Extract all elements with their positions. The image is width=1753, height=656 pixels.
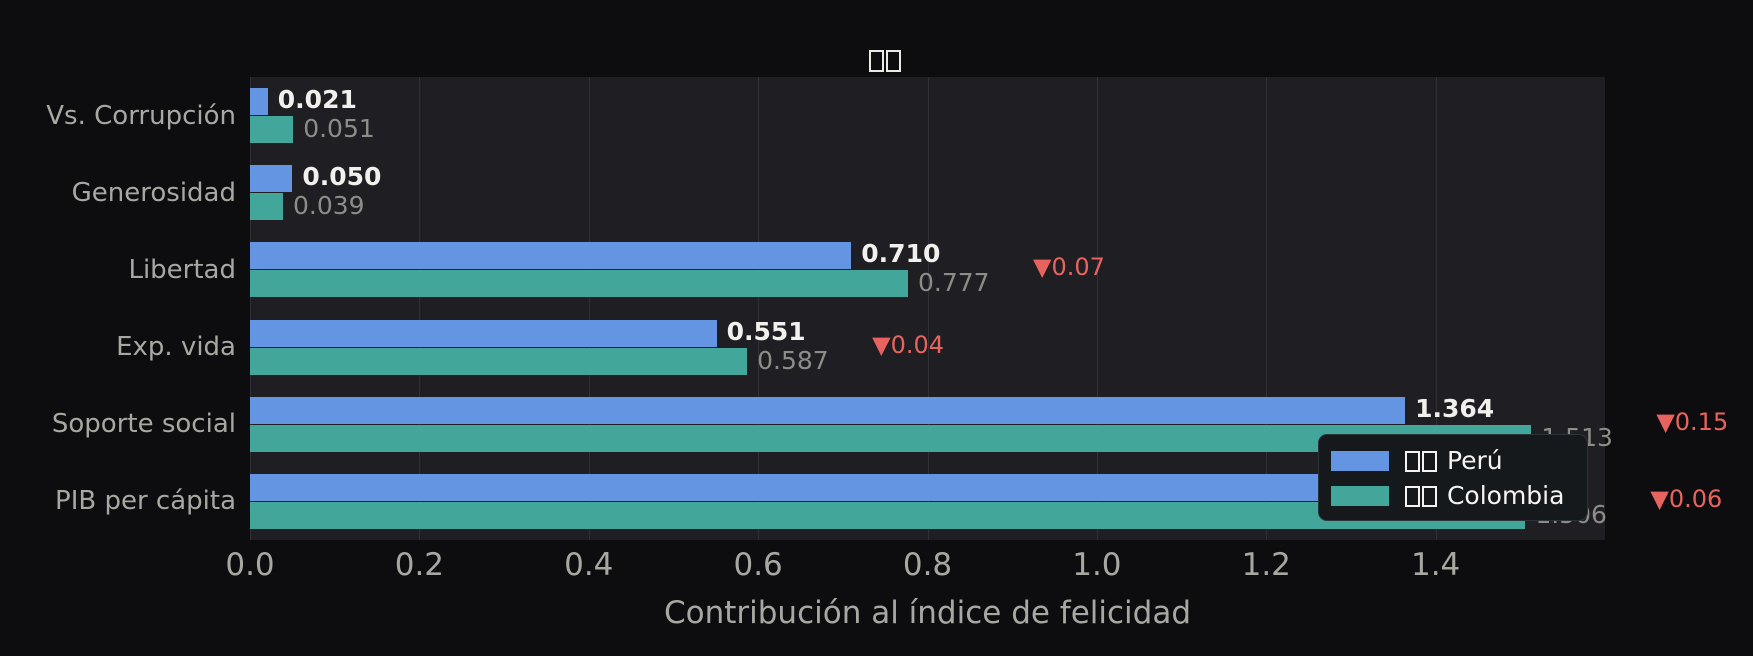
- y-axis-labels: Vs. Corrupción Generosidad Libertad Exp. vi…: [0, 77, 236, 540]
- bar-value-colombia: 0.039: [293, 191, 365, 221]
- bars-layer: 0.021 0.051 0.050 0.039 0.710 0.777 ▼0.07 0.551…: [250, 77, 1753, 540]
- bar-value-peru: 1.364: [1415, 393, 1495, 423]
- y-axis-label: Generosidad: [71, 177, 236, 208]
- legend-item-colombia[interactable]: Colombia: [1331, 478, 1573, 513]
- legend-swatch-peru: [1331, 450, 1389, 471]
- flag-peru-placeholder-icon-legend: [1405, 450, 1420, 472]
- legend-label-colombia: Colombia: [1405, 481, 1564, 510]
- bar-colombia[interactable]: [250, 347, 748, 375]
- gridline-0.6: [758, 77, 760, 540]
- bar-group-row: 0.050 0.039: [250, 154, 1753, 231]
- gridline-0.2: [419, 77, 421, 540]
- gridline-0.4: [588, 77, 590, 540]
- x-axis-ticks: 0.0 0.2 0.4 0.6 0.8 1.0 1.2 1.4: [0, 545, 1753, 589]
- x-axis-tick-label: 0.2: [394, 547, 445, 583]
- bar-value-colombia: 0.777: [918, 268, 990, 298]
- flag-colombia-placeholder-icon-legend: [1405, 485, 1420, 507]
- gridline-1.4: [1435, 77, 1437, 540]
- gridline-1.2: [1266, 77, 1268, 540]
- gridline-0.8: [927, 77, 929, 540]
- x-axis-tick-label: 0.0: [225, 547, 275, 583]
- bar-peru[interactable]: [250, 165, 293, 193]
- delta-annotation: ▼0.15: [1656, 407, 1729, 436]
- bar-group-row: 0.710 0.777 ▼0.07: [250, 231, 1753, 308]
- bar-group-row: 1.3231.506▼0.06: [250, 463, 1753, 540]
- bar-value-peru: 0.710: [861, 239, 941, 269]
- y-axis-label: Soporte social: [51, 409, 236, 440]
- flag-peru-placeholder-icon-legend-2: [1422, 450, 1437, 472]
- bar-colombia[interactable]: [250, 193, 284, 221]
- bar-colombia[interactable]: [250, 501, 1526, 529]
- y-axis-label: PIB per cápita: [55, 486, 236, 517]
- chart-legend[interactable]: Perú Colombia: [1318, 434, 1588, 521]
- x-axis-tick-label: 1.2: [1241, 547, 1291, 583]
- bar-peru[interactable]: [250, 473, 1371, 501]
- legend-item-peru[interactable]: Perú: [1331, 443, 1573, 478]
- bar-group-row: 1.3641.513▼0.15: [250, 386, 1753, 463]
- x-axis-tick-label: 1.4: [1410, 547, 1461, 583]
- gridline-0.0: [250, 77, 251, 540]
- bar-group-row: 0.551 0.587 ▼0.04: [250, 309, 1753, 386]
- x-axis-tick-label: 1.0: [1072, 547, 1122, 583]
- bar-value-colombia: 0.587: [757, 345, 829, 375]
- bar-peru[interactable]: [250, 242, 852, 270]
- bar-value-peru: 0.551: [726, 316, 806, 346]
- flag-peru-placeholder-icon: [869, 50, 885, 72]
- bar-value-peru: 0.021: [277, 85, 357, 114]
- bar-colombia[interactable]: [250, 424, 1532, 452]
- flag-peru-placeholder-icon-2: [886, 50, 902, 72]
- bar-colombia[interactable]: [250, 270, 909, 298]
- flag-colombia-placeholder-icon-legend-2: [1422, 485, 1437, 507]
- x-axis-tick-label: 0.4: [564, 547, 614, 583]
- legend-swatch-colombia: [1331, 485, 1389, 506]
- bar-peru[interactable]: [250, 319, 717, 347]
- y-axis-label: Vs. Corrupción: [46, 100, 236, 131]
- bar-colombia[interactable]: [250, 116, 294, 143]
- bar-group-row: 0.021 0.051: [250, 77, 1753, 154]
- legend-label-peru: Perú: [1405, 446, 1503, 475]
- gridline-1.0: [1096, 77, 1098, 540]
- bar-peru[interactable]: [250, 396, 1406, 424]
- x-axis-tick-label: 0.6: [733, 547, 783, 583]
- x-axis-title: Contribución al índice de felicidad: [663, 595, 1192, 631]
- bar-peru[interactable]: [250, 88, 268, 115]
- delta-annotation: ▼0.04: [872, 330, 945, 359]
- y-axis-label: Exp. vida: [116, 332, 236, 363]
- bar-value-colombia: 0.051: [303, 114, 375, 143]
- y-axis-label: Libertad: [128, 254, 236, 285]
- delta-annotation: ▼0.06: [1650, 484, 1723, 513]
- bar-value-peru: 0.050: [302, 162, 382, 192]
- x-axis-tick-label: 0.8: [902, 547, 953, 583]
- delta-annotation: ▼0.07: [1033, 253, 1105, 282]
